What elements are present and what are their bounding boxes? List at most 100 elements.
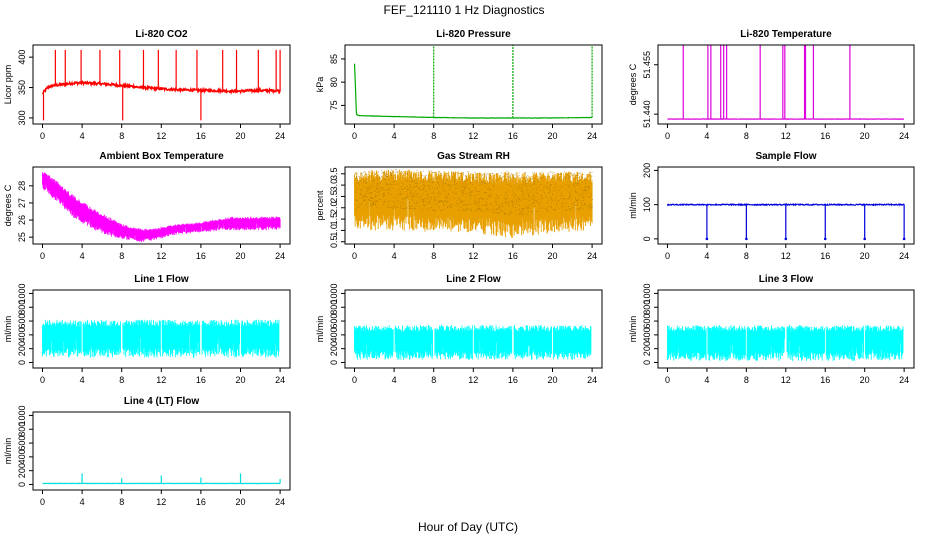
y-tick-label: 2.5 (329, 190, 339, 203)
y-tick-label: 400 (17, 50, 27, 65)
y-tick-label: 200 (17, 341, 27, 356)
spike-point (745, 237, 748, 241)
x-tick-label: 16 (196, 375, 206, 385)
x-tick-label: 12 (156, 131, 166, 141)
plot-area (42, 49, 281, 121)
y-axis-label: ml/min (3, 316, 13, 343)
y-tick-label: 1000 (642, 283, 652, 303)
x-tick-label: 8 (744, 131, 749, 141)
panel-frame (657, 44, 915, 125)
y-tick-label: 1000 (17, 283, 27, 303)
y-axis-label: percent (315, 190, 325, 221)
spike-point (902, 237, 906, 241)
y-tick-label: 400 (17, 327, 27, 342)
y-tick-label: 0 (17, 360, 27, 365)
x-tick-label: 16 (820, 251, 830, 261)
y-tick-label: 28 (17, 181, 27, 191)
x-tick-label: 20 (860, 375, 870, 385)
x-tick-label: 12 (156, 375, 166, 385)
x-tick-label: 20 (547, 251, 557, 261)
x-tick-label: 12 (781, 375, 791, 385)
x-tick-label: 20 (235, 497, 245, 507)
x-tick-label: 4 (80, 251, 85, 261)
y-tick-label: 600 (329, 314, 339, 329)
y-tick-label: 26 (17, 215, 27, 225)
x-tick-label: 12 (468, 251, 478, 261)
x-tick-label: 12 (468, 131, 478, 141)
x-tick-label: 4 (392, 375, 397, 385)
y-tick-label: 400 (642, 327, 652, 342)
x-tick-label: 16 (820, 131, 830, 141)
series-band (354, 325, 592, 360)
y-tick-label: 600 (17, 314, 27, 329)
spike-point (705, 237, 709, 241)
plot-area (354, 325, 592, 360)
x-tick-label: 0 (665, 251, 670, 261)
x-tick-label: 0 (40, 251, 45, 261)
x-tick-label: 20 (547, 131, 557, 141)
y-axis-label: degrees C (3, 184, 13, 226)
y-tick-label: 0 (642, 360, 652, 365)
plot-area (42, 473, 281, 485)
y-tick-label: 75 (329, 100, 339, 110)
y-axis-label: ml/min (315, 316, 325, 343)
y-tick-label: 2.0 (329, 202, 339, 215)
y-tick-label: 200 (329, 341, 339, 356)
plot-area (666, 202, 906, 241)
x-tick-label: 4 (392, 251, 397, 261)
y-tick-label: 600 (17, 436, 27, 451)
x-tick-label: 12 (156, 497, 166, 507)
x-tick-label: 16 (820, 375, 830, 385)
x-tick-label: 4 (704, 375, 709, 385)
y-axis-label: ml/min (628, 316, 638, 343)
plot-area (667, 325, 904, 361)
y-tick-label: 350 (17, 80, 27, 95)
x-tick-label: 20 (235, 375, 245, 385)
plot-area (42, 319, 280, 358)
x-tick-label: 16 (196, 251, 206, 261)
x-tick-label: 0 (665, 375, 670, 385)
x-tick-label: 16 (196, 131, 206, 141)
x-tick-label: 24 (587, 251, 597, 261)
y-tick-label: 200 (17, 463, 27, 478)
plot-area (42, 172, 281, 243)
figure-title: FEF_121110 1 Hz Diagnostics (384, 3, 545, 17)
x-tick-label: 8 (119, 131, 124, 141)
panel-title: Line 3 Flow (759, 274, 814, 285)
y-tick-label: 200 (642, 341, 652, 356)
y-axis-label: Licor ppm (3, 65, 13, 105)
y-tick-label: 3.5 (329, 168, 339, 181)
y-tick-label: 1000 (329, 283, 339, 303)
series-band (42, 319, 280, 358)
x-tick-label: 20 (235, 131, 245, 141)
y-axis-label: degrees C (628, 63, 638, 105)
series-line (42, 79, 281, 95)
series-band (42, 172, 281, 243)
x-tick-label: 24 (275, 131, 285, 141)
y-tick-label: 800 (17, 300, 27, 315)
panel-licor-temp: Li-820 Temperature 0 4 8 12 16 20 24 51.440 51.45… (628, 29, 915, 141)
panel-frame (344, 44, 603, 125)
x-tick-label: 16 (196, 497, 206, 507)
x-tick-label: 24 (587, 131, 597, 141)
x-tick-label: 16 (508, 131, 518, 141)
x-tick-label: 12 (781, 251, 791, 261)
panel-title: Li-820 Temperature (740, 29, 832, 40)
panel-co2: Li-820 CO2 0 4 8 12 16 20 24 300 350 400 Licor ppm (3, 29, 291, 141)
x-tick-label: 16 (508, 251, 518, 261)
panel-ambient-temp: Ambient Box Temperature 0 4 8 12 16 20 24 25 26 27… (3, 151, 291, 261)
panel-sample-flow: Sample Flow 0 4 8 12 16 20 24 0 100 200 ml/min (628, 151, 915, 261)
spike-point (823, 237, 827, 241)
y-axis-label: ml/min (628, 192, 638, 219)
y-tick-label: 200 (642, 163, 652, 178)
panel-title: Sample Flow (755, 151, 816, 162)
x-tick-label: 8 (744, 375, 749, 385)
x-tick-label: 4 (80, 375, 85, 385)
y-tick-label: 51.440 (642, 100, 652, 128)
x-tick-label: 8 (119, 251, 124, 261)
series-line (353, 63, 593, 119)
y-tick-label: 100 (642, 197, 652, 212)
x-tick-label: 24 (275, 251, 285, 261)
